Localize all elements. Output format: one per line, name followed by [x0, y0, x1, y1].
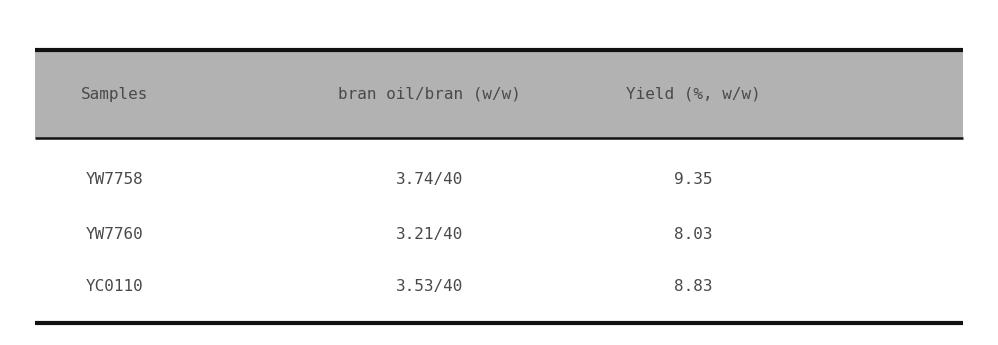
Text: 9.35: 9.35 [675, 172, 713, 187]
Text: 3.21/40: 3.21/40 [395, 227, 463, 242]
Text: 3.53/40: 3.53/40 [395, 279, 463, 294]
Text: 8.83: 8.83 [675, 279, 713, 294]
Text: YW7760: YW7760 [86, 227, 144, 242]
Text: bran oil/bran (w/w): bran oil/bran (w/w) [337, 87, 521, 101]
Text: Samples: Samples [81, 87, 149, 101]
Text: 8.03: 8.03 [675, 227, 713, 242]
Text: YC0110: YC0110 [86, 279, 144, 294]
Bar [35, 50, 963, 138]
Text: Yield (%, w/w): Yield (%, w/w) [626, 87, 761, 101]
Text: 3.74/40: 3.74/40 [395, 172, 463, 187]
Text: YW7758: YW7758 [86, 172, 144, 187]
